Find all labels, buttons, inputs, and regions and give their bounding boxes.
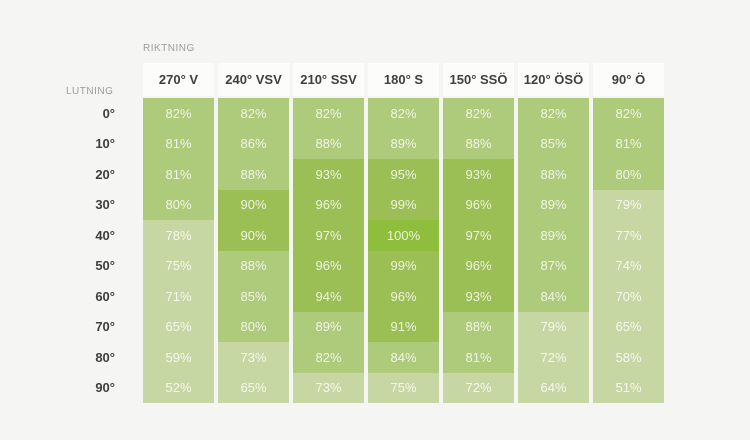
heatmap-cell: 91% (368, 311, 439, 342)
row-labels: 0° 10° 20° 30° 40° 50° 60° 70° 80° 90° (60, 98, 115, 403)
heatmap-cell: 71% (143, 281, 214, 312)
heatmap-cell: 89% (293, 311, 364, 342)
heatmap-cell: 58% (593, 342, 664, 373)
heatmap-column: 180° S 82% 89% 95% 99% 100% 99% 96% 91% 84% 75% (368, 63, 439, 403)
heatmap-cell: 88% (443, 311, 514, 342)
column-header: 90° Ö (593, 63, 664, 96)
column-header: 150° SSÖ (443, 63, 514, 96)
heatmap-cell: 88% (443, 128, 514, 159)
heatmap-cell: 100% (368, 220, 439, 251)
heatmap-cell: 96% (293, 189, 364, 220)
heatmap-cell: 79% (593, 189, 664, 220)
heatmap-grid: 270° V 82% 81% 81% 80% 78% 75% 71% 65% 59% 52% 240°… (143, 63, 664, 403)
heatmap-cell: 51% (593, 372, 664, 403)
column-header: 120° ÖSÖ (518, 63, 589, 96)
heatmap-column: 270° V 82% 81% 81% 80% 78% 75% 71% 65% 59% 52% (143, 63, 214, 403)
heatmap-cell: 79% (518, 311, 589, 342)
heatmap-cell: 64% (518, 372, 589, 403)
heatmap-cell: 77% (593, 220, 664, 251)
heatmap-column: 240° VSV 82% 86% 88% 90% 90% 88% 85% 80% 73% 65% (218, 63, 289, 403)
heatmap-cell: 82% (593, 98, 664, 129)
row-label: 40° (95, 227, 115, 243)
heatmap-cell: 52% (143, 372, 214, 403)
heatmap-cell: 84% (368, 342, 439, 373)
row-label: 80° (95, 349, 115, 365)
heatmap-cell: 74% (593, 250, 664, 281)
heatmap-cell: 78% (143, 220, 214, 251)
row-label: 60° (95, 288, 115, 304)
heatmap-cell: 86% (218, 128, 289, 159)
heatmap-cell: 85% (518, 128, 589, 159)
heatmap-column: 90° Ö 82% 81% 80% 79% 77% 74% 70% 65% 58% 51% (593, 63, 664, 403)
heatmap-cell: 85% (218, 281, 289, 312)
row-label: 50° (95, 258, 115, 274)
heatmap-column: 150° SSÖ 82% 88% 93% 96% 97% 96% 93% 88% 81% 72% (443, 63, 514, 403)
row-label: 70° (95, 319, 115, 335)
heatmap-cell: 96% (443, 250, 514, 281)
heatmap-cell: 82% (293, 342, 364, 373)
column-axis-label: RIKTNING (143, 43, 195, 54)
heatmap-cell: 82% (518, 98, 589, 129)
heatmap-cell: 87% (518, 250, 589, 281)
heatmap-cell: 88% (218, 250, 289, 281)
heatmap-column: 120° ÖSÖ 82% 85% 88% 89% 89% 87% 84% 79% 72% 64% (518, 63, 589, 403)
heatmap-cell: 93% (443, 159, 514, 190)
heatmap-cell: 80% (218, 311, 289, 342)
column-header: 240° VSV (218, 63, 289, 96)
heatmap-cell: 96% (293, 250, 364, 281)
heatmap-cell: 80% (143, 189, 214, 220)
heatmap-cell: 72% (443, 372, 514, 403)
heatmap-cell: 96% (443, 189, 514, 220)
heatmap-cell: 80% (593, 159, 664, 190)
row-label: 90° (95, 380, 115, 396)
heatmap-cell: 75% (368, 372, 439, 403)
heatmap-cell: 97% (293, 220, 364, 251)
heatmap-cell: 88% (518, 159, 589, 190)
heatmap-cell: 94% (293, 281, 364, 312)
heatmap-cell: 81% (143, 128, 214, 159)
heatmap-cell: 93% (443, 281, 514, 312)
heatmap-cell: 93% (293, 159, 364, 190)
heatmap-cell: 82% (443, 98, 514, 129)
heatmap-cell: 89% (518, 189, 589, 220)
heatmap-cell: 65% (218, 372, 289, 403)
heatmap-cell: 99% (368, 189, 439, 220)
row-label: 20° (95, 166, 115, 182)
heatmap-cell: 84% (518, 281, 589, 312)
heatmap-cell: 90% (218, 220, 289, 251)
heatmap-cell: 82% (218, 98, 289, 129)
heatmap-cell: 72% (518, 342, 589, 373)
heatmap-cell: 73% (218, 342, 289, 373)
heatmap-cell: 59% (143, 342, 214, 373)
heatmap-cell: 81% (443, 342, 514, 373)
heatmap-cell: 75% (143, 250, 214, 281)
heatmap-cell: 82% (293, 98, 364, 129)
heatmap-cell: 70% (593, 281, 664, 312)
heatmap-cell: 65% (593, 311, 664, 342)
column-header: 210° SSV (293, 63, 364, 96)
heatmap-cell: 81% (143, 159, 214, 190)
row-label: 30° (95, 197, 115, 213)
heatmap-cell: 96% (368, 281, 439, 312)
heatmap-cell: 89% (518, 220, 589, 251)
heatmap-cell: 89% (368, 128, 439, 159)
heatmap-cell: 73% (293, 372, 364, 403)
heatmap-cell: 90% (218, 189, 289, 220)
heatmap-cell: 99% (368, 250, 439, 281)
column-header: 180° S (368, 63, 439, 96)
heatmap-cell: 65% (143, 311, 214, 342)
heatmap-cell: 97% (443, 220, 514, 251)
column-header: 270° V (143, 63, 214, 96)
heatmap-cell: 82% (143, 98, 214, 129)
row-axis-label: LUTNING (66, 86, 114, 97)
heatmap-cell: 82% (368, 98, 439, 129)
heatmap-cell: 88% (293, 128, 364, 159)
heatmap-cell: 95% (368, 159, 439, 190)
heatmap-column: 210° SSV 82% 88% 93% 96% 97% 96% 94% 89% 82% 73% (293, 63, 364, 403)
row-label: 10° (95, 136, 115, 152)
heatmap-cell: 81% (593, 128, 664, 159)
row-label: 0° (102, 105, 115, 121)
heatmap-cell: 88% (218, 159, 289, 190)
